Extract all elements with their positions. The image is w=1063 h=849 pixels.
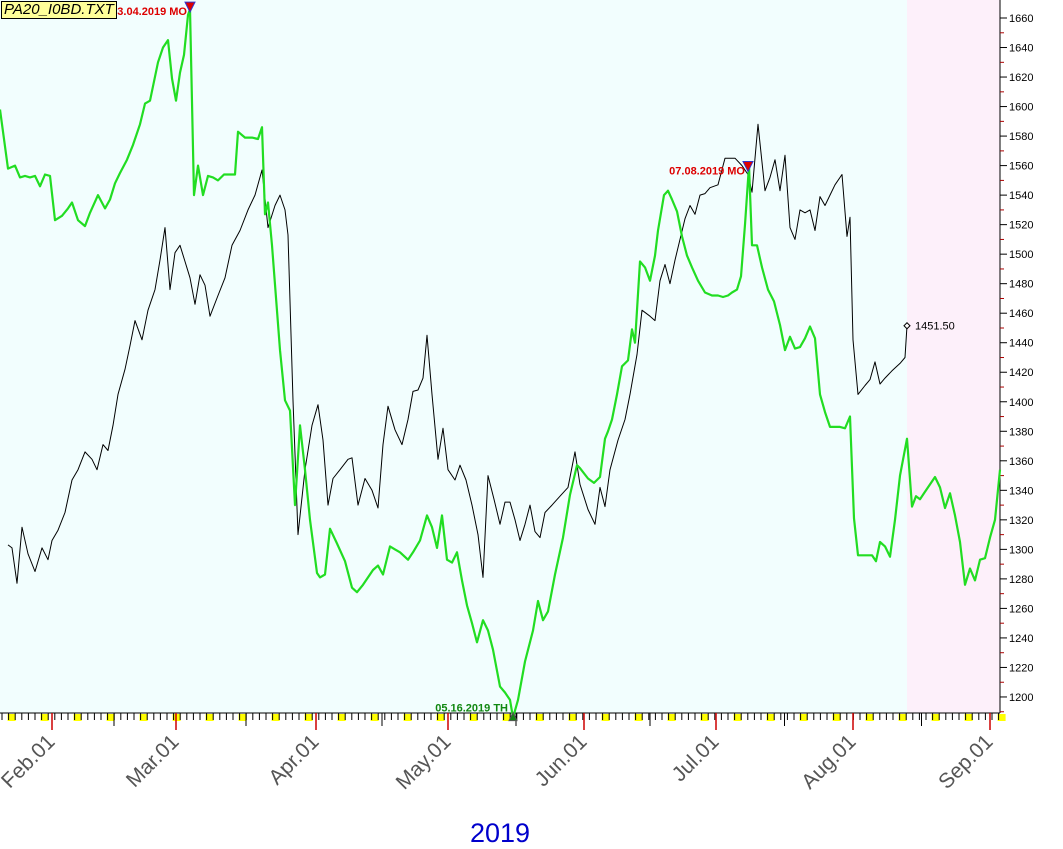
- low-date-label: 05.16.2019 TH: [435, 703, 508, 715]
- week-marker: [502, 714, 511, 721]
- week-marker: [601, 714, 610, 721]
- week-marker: [799, 714, 808, 721]
- week-marker: [832, 714, 841, 721]
- y-tick-label: 1200: [1009, 692, 1033, 704]
- week-marker: [370, 714, 379, 721]
- week-marker: [733, 714, 742, 721]
- y-tick-label: 1480: [1009, 279, 1033, 291]
- week-marker: [865, 714, 874, 721]
- x-tick-label: Sep.01: [934, 730, 997, 793]
- y-tick-label: 1600: [1009, 102, 1033, 114]
- y-tick-label: 1280: [1009, 574, 1033, 586]
- y-tick-label: 1260: [1009, 603, 1033, 615]
- week-marker: [469, 714, 478, 721]
- week-marker: [73, 714, 82, 721]
- x-tick-label: Apr.01: [264, 730, 323, 789]
- high-marker-arrow-icon: [184, 1, 196, 14]
- x-tick-label: Jul.01: [668, 730, 724, 786]
- y-tick-label: 1460: [1009, 308, 1033, 320]
- y-tick-label: 1660: [1009, 13, 1033, 25]
- last-value-label: 1451.50: [915, 321, 955, 333]
- week-marker: [304, 714, 313, 721]
- week-marker: [238, 714, 247, 721]
- high-date-label: 03.04.2019 MO: [111, 6, 187, 18]
- x-tick-label: Jun.01: [531, 730, 592, 791]
- y-tick-label: 1380: [1009, 426, 1033, 438]
- week-marker: [403, 714, 412, 721]
- y-tick-label: 1620: [1009, 72, 1033, 84]
- plot-background: [0, 0, 907, 713]
- high-date-label: 07.08.2019 MO: [669, 166, 745, 178]
- week-marker: [535, 714, 544, 721]
- week-marker: [667, 714, 676, 721]
- y-tick-label: 1540: [1009, 190, 1033, 202]
- week-marker: [106, 714, 115, 721]
- file-label: PA20_I0BD.TXT: [1, 1, 117, 19]
- y-tick-label: 1560: [1009, 161, 1033, 173]
- y-tick-label: 1580: [1009, 131, 1033, 143]
- y-tick-label: 1420: [1009, 367, 1033, 379]
- series-line-price: [7, 123, 908, 584]
- x-tick-label: Aug.01: [797, 730, 860, 793]
- week-marker: [139, 714, 148, 721]
- series-line-cycle: [0, 8, 1002, 719]
- y-tick-label: 1520: [1009, 220, 1033, 232]
- x-tick-label: Mar.01: [122, 730, 184, 792]
- y-tick-label: 1440: [1009, 338, 1033, 350]
- week-marker: [205, 714, 214, 721]
- week-marker: [634, 714, 643, 721]
- week-marker: [568, 714, 577, 721]
- y-tick-label: 1240: [1009, 633, 1033, 645]
- y-tick-label: 1640: [1009, 43, 1033, 55]
- last-value-diamond-icon: [903, 322, 911, 330]
- low-marker-arrow-icon: [508, 711, 518, 722]
- high-marker-arrow-icon: [742, 161, 754, 173]
- week-marker: [271, 714, 280, 721]
- week-marker: [898, 714, 907, 721]
- week-marker: [436, 714, 445, 721]
- y-tick-label: 1320: [1009, 515, 1033, 527]
- week-marker: [766, 714, 775, 721]
- week-marker: [40, 714, 49, 721]
- x-tick-label: Feb.01: [0, 730, 60, 793]
- y-tick-label: 1400: [1009, 397, 1033, 409]
- y-tick-label: 1360: [1009, 456, 1033, 468]
- week-marker: [931, 714, 940, 721]
- x-tick-label: May.01: [392, 730, 456, 794]
- y-tick-label: 1300: [1009, 544, 1033, 556]
- y-tick-label: 1220: [1009, 662, 1033, 674]
- y-tick-label: 1500: [1009, 249, 1033, 261]
- x-axis-year-label: 2019: [470, 818, 530, 848]
- y-tick-label: 1340: [1009, 485, 1033, 497]
- week-marker: [997, 714, 1006, 721]
- week-marker: [337, 714, 346, 721]
- week-marker: [700, 714, 709, 721]
- projection-zone: [907, 0, 1000, 713]
- week-marker: [7, 714, 16, 721]
- week-marker: [964, 714, 973, 721]
